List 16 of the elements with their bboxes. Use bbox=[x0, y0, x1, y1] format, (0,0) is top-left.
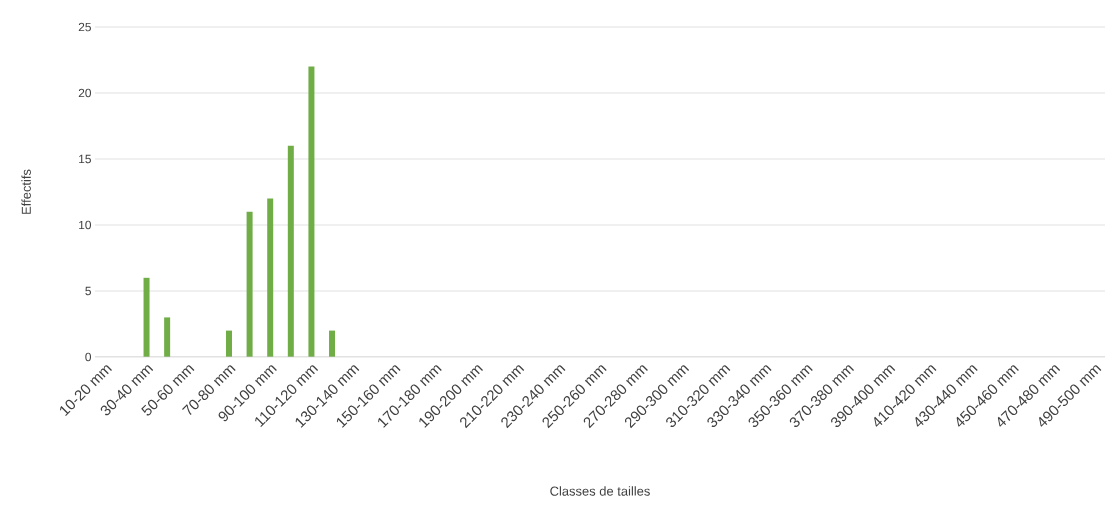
y-tick-label: 25 bbox=[78, 22, 91, 32]
y-tick-label: 5 bbox=[85, 286, 91, 296]
bar bbox=[287, 145, 294, 357]
bar bbox=[225, 330, 232, 357]
bar bbox=[329, 330, 336, 357]
bar bbox=[246, 211, 253, 357]
bar bbox=[164, 317, 171, 357]
x-axis-title: Classes de tailles bbox=[550, 486, 650, 496]
y-tick-label: 10 bbox=[79, 220, 92, 230]
y-tick-label: 20 bbox=[78, 88, 92, 98]
y-tick-label: 0 bbox=[85, 352, 92, 362]
bar bbox=[267, 198, 274, 357]
bar bbox=[143, 277, 150, 357]
y-tick-label: 15 bbox=[79, 154, 91, 164]
bar bbox=[308, 66, 315, 357]
y-axis-title: Effectifs bbox=[21, 169, 31, 214]
